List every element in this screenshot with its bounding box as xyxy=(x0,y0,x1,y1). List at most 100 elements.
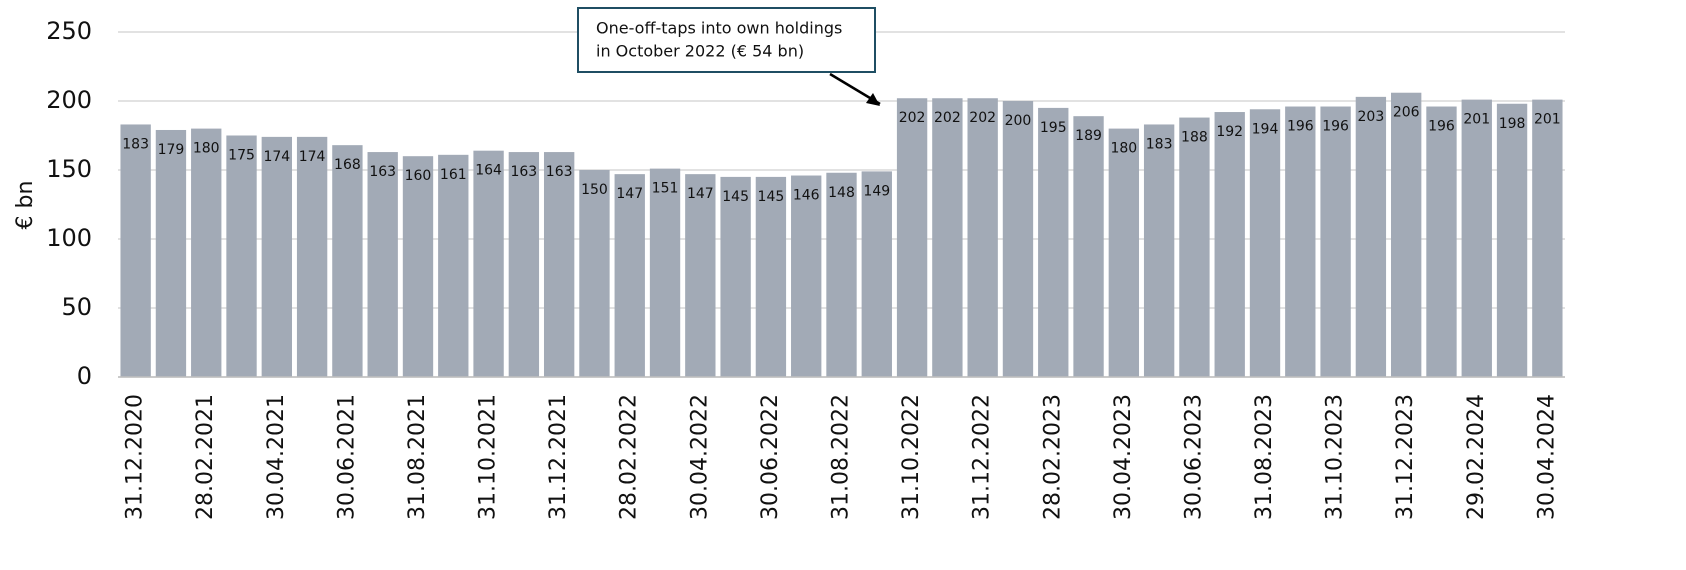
bar xyxy=(155,129,187,377)
y-tick-label: 0 xyxy=(77,362,92,390)
x-tick-label: 30.04.2021 xyxy=(264,394,289,520)
bar xyxy=(191,128,222,377)
bar xyxy=(1426,106,1457,378)
data-label: 174 xyxy=(299,149,326,165)
data-label: 188 xyxy=(1181,130,1208,146)
data-label: 196 xyxy=(1287,119,1314,135)
x-tick-label: 31.12.2022 xyxy=(970,394,995,520)
bar xyxy=(261,136,292,377)
annotation-text: One-off-taps into own holdings xyxy=(596,19,842,38)
y-tick-label: 50 xyxy=(61,293,92,321)
bar xyxy=(720,176,751,377)
data-label: 145 xyxy=(758,189,785,205)
data-label: 179 xyxy=(158,142,185,158)
data-label: 180 xyxy=(1110,141,1137,157)
bar xyxy=(967,98,998,378)
bar xyxy=(473,150,504,377)
x-tick-label: 31.08.2021 xyxy=(405,394,430,520)
x-tick-label: 30.06.2023 xyxy=(1181,394,1206,520)
bar xyxy=(120,124,151,378)
data-label: 147 xyxy=(687,186,714,202)
data-label: 161 xyxy=(440,167,467,183)
bar xyxy=(543,152,575,377)
x-tick-label: 31.12.2021 xyxy=(546,394,571,520)
bar xyxy=(1214,112,1245,377)
data-label: 145 xyxy=(722,189,749,205)
data-label: 175 xyxy=(228,148,255,164)
data-label: 200 xyxy=(1005,113,1032,129)
data-label: 202 xyxy=(934,110,961,126)
x-tick-label: 29.02.2024 xyxy=(1464,394,1489,520)
bar xyxy=(861,171,892,377)
bar xyxy=(402,156,434,377)
bar xyxy=(1108,128,1140,377)
x-tick-label: 31.10.2021 xyxy=(476,394,501,520)
y-tick-label: 150 xyxy=(46,155,92,183)
bar xyxy=(1285,106,1316,378)
bar xyxy=(1143,124,1175,378)
x-tick-label: 31.10.2023 xyxy=(1323,394,1348,520)
data-label: 196 xyxy=(1428,119,1455,135)
arrow-head xyxy=(866,93,880,106)
bar xyxy=(1496,103,1528,377)
x-tick-label: 28.02.2021 xyxy=(193,394,218,520)
data-label: 194 xyxy=(1252,121,1279,137)
x-tick-label: 31.12.2023 xyxy=(1393,394,1418,520)
data-label: 202 xyxy=(899,110,926,126)
x-tick-label: 31.12.2020 xyxy=(123,394,148,520)
y-tick-label: 250 xyxy=(46,17,92,45)
bar xyxy=(438,154,469,377)
y-tick-label: 100 xyxy=(46,224,92,252)
data-label: 150 xyxy=(581,182,608,198)
bar xyxy=(791,175,822,377)
bar xyxy=(1249,109,1281,377)
data-label: 163 xyxy=(510,164,537,180)
bar xyxy=(226,135,257,377)
data-label: 149 xyxy=(863,183,890,199)
data-label: 195 xyxy=(1040,120,1067,136)
bar xyxy=(1532,99,1563,378)
data-label: 189 xyxy=(1075,128,1102,144)
bar xyxy=(755,176,787,377)
bar xyxy=(1179,117,1210,377)
bar xyxy=(1391,92,1422,377)
bar xyxy=(685,174,716,377)
bar xyxy=(367,152,398,377)
data-label: 180 xyxy=(193,141,220,157)
x-tick-label: 28.02.2022 xyxy=(617,394,642,520)
x-tick-label: 31.10.2022 xyxy=(899,394,924,520)
bar xyxy=(1461,99,1492,378)
data-label: 201 xyxy=(1534,112,1561,128)
plot-area: 0 50 100 150 200 250 183 31.12.2020 179 180 28.02.… xyxy=(46,17,1565,520)
x-tick-label: 30.06.2022 xyxy=(758,394,783,520)
x-tick-label: 30.04.2023 xyxy=(1111,394,1136,520)
data-label: 148 xyxy=(828,185,855,201)
data-label: 192 xyxy=(1216,124,1243,140)
bar xyxy=(1002,101,1034,377)
bar xyxy=(896,98,928,378)
bar xyxy=(332,145,363,377)
bar xyxy=(614,174,645,377)
bar xyxy=(1320,106,1351,378)
bar xyxy=(1355,96,1387,378)
data-label: 201 xyxy=(1463,112,1490,128)
bar xyxy=(1073,116,1104,378)
bar xyxy=(826,172,857,377)
y-axis-label: € bn xyxy=(13,181,38,230)
data-label: 163 xyxy=(369,164,396,180)
x-tick-label: 28.02.2023 xyxy=(1040,394,1065,520)
data-label: 151 xyxy=(652,181,679,197)
bar xyxy=(296,136,328,377)
data-label: 146 xyxy=(793,188,820,204)
data-label: 160 xyxy=(405,168,432,184)
x-tick-label: 31.08.2022 xyxy=(829,394,854,520)
data-label: 202 xyxy=(969,110,996,126)
x-tick-label: 30.04.2022 xyxy=(687,394,712,520)
annotation-box xyxy=(577,7,876,73)
data-label: 203 xyxy=(1358,109,1385,125)
data-label: 198 xyxy=(1499,116,1526,132)
x-tick-label: 31.08.2023 xyxy=(1252,394,1277,520)
data-label: 174 xyxy=(263,149,290,165)
data-label: 183 xyxy=(1146,136,1173,152)
annotation-text: in October 2022 (€ 54 bn) xyxy=(596,42,804,61)
